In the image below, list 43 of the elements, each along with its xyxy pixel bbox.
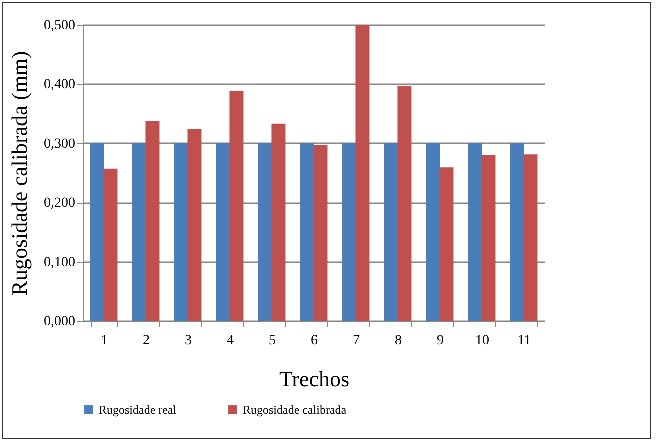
bar	[272, 124, 286, 321]
y-tick-label: 0,100	[44, 255, 76, 270]
bar	[174, 143, 188, 321]
bar	[300, 143, 314, 321]
x-tick-label: 8	[395, 334, 402, 348]
x-tick-label: 5	[269, 334, 276, 348]
bar	[90, 143, 104, 321]
bar	[230, 91, 244, 321]
x-tick-label: 3	[185, 334, 192, 348]
bar	[258, 143, 272, 321]
y-tick-label: 0,400	[44, 78, 76, 93]
y-axis-title: Rugosidade calibrada (mm)	[7, 51, 32, 296]
legend-label: Rugosidade calibrada	[243, 403, 348, 417]
y-tick-label: 0,500	[44, 18, 76, 34]
bar	[342, 143, 356, 321]
bar	[356, 25, 370, 321]
x-tick-label: 4	[227, 334, 234, 348]
bar	[146, 121, 160, 321]
bar	[524, 154, 538, 321]
bar	[468, 143, 482, 321]
y-tick-label: 0,300	[44, 136, 76, 152]
x-tick-label: 1	[101, 334, 108, 348]
bar	[216, 143, 230, 321]
legend-label: Rugosidade real	[99, 403, 178, 417]
x-axis-title: Trechos	[279, 366, 350, 392]
x-tick-label: 11	[518, 334, 532, 348]
bar	[398, 86, 412, 321]
x-tick-label: 7	[353, 334, 360, 348]
x-tick-label: 2	[143, 334, 150, 348]
x-tick-label: 6	[311, 334, 318, 348]
y-tick-label: 0,000	[44, 314, 76, 330]
bar	[440, 168, 454, 321]
x-tick-label: 10	[476, 334, 490, 348]
y-tick-label: 0,200	[44, 196, 76, 212]
bar	[104, 168, 118, 321]
bar	[384, 143, 398, 321]
bar	[188, 129, 202, 321]
x-tick-label: 9	[437, 334, 444, 348]
bar	[132, 143, 146, 321]
bar	[314, 145, 328, 321]
bar	[482, 155, 496, 321]
bar	[426, 143, 440, 321]
bar	[510, 143, 524, 321]
